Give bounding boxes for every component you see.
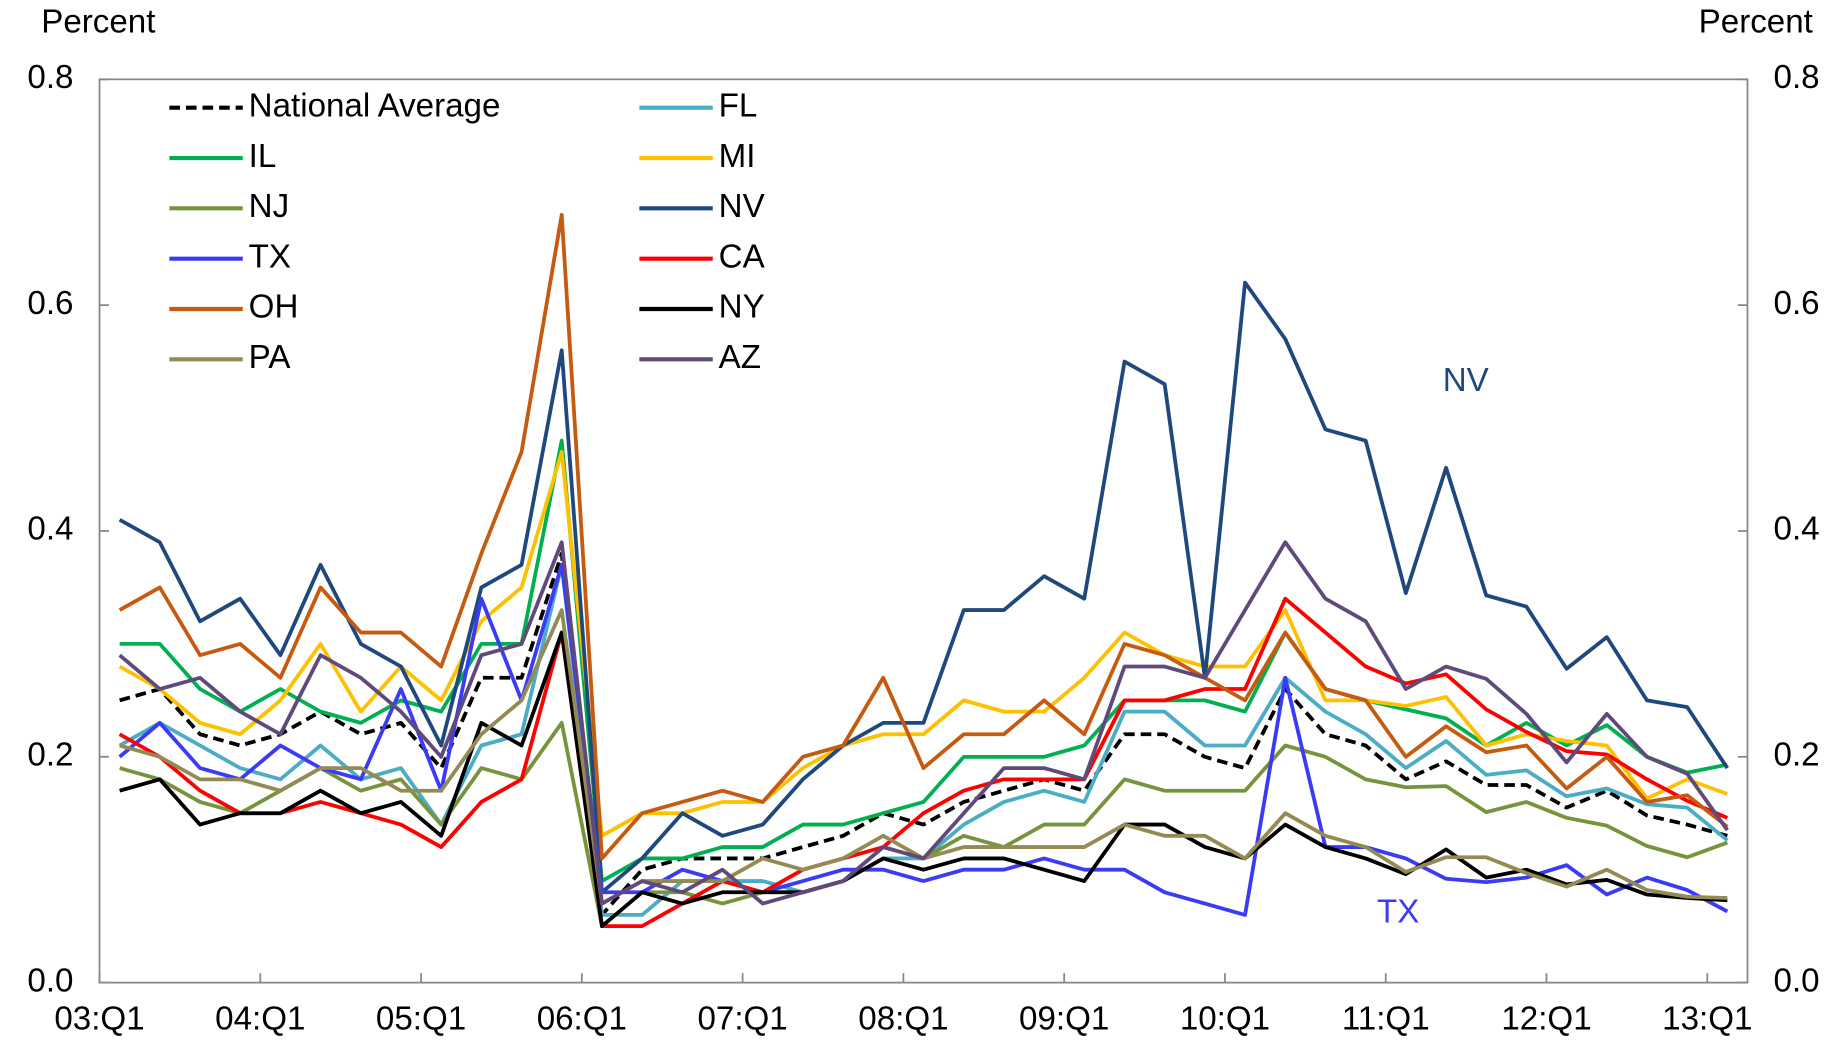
x-tick-label: 03:Q1 (54, 1000, 144, 1037)
y-tick-label: 0.2 (27, 737, 73, 774)
y2-tick-label: 0.6 (1774, 285, 1820, 322)
x-tick-label: 08:Q1 (858, 1000, 948, 1037)
x-tick-label: 05:Q1 (376, 1000, 466, 1037)
y2-axis-label: Percent (1699, 3, 1813, 40)
series-line (118, 562, 1729, 917)
y2-tick-label: 0.8 (1774, 59, 1820, 96)
y2-tick-label: 0.4 (1774, 511, 1820, 548)
y2-tick-label: 0.2 (1774, 737, 1820, 774)
legend-label: AZ (719, 339, 761, 376)
y-axis-label: Percent (41, 3, 155, 40)
legend-label: National Average (249, 87, 501, 124)
annotation: TX (1377, 894, 1419, 931)
legend-label: NY (719, 289, 765, 326)
x-tick-label: 06:Q1 (537, 1000, 627, 1037)
series-line (118, 449, 1729, 838)
y-tick-label: 0.0 (27, 962, 73, 999)
legend-label: MI (719, 138, 756, 175)
y-tick-label: 0.4 (27, 511, 73, 548)
legend-label: TX (249, 238, 291, 275)
x-tick-label: 07:Q1 (698, 1000, 788, 1037)
legend-label: OH (249, 289, 299, 326)
series-line (119, 438, 1728, 883)
series-line (118, 596, 1729, 929)
legend-label: PA (249, 339, 292, 376)
legend-label: CA (719, 238, 766, 275)
y-tick-label: 0.6 (27, 285, 73, 322)
legend-label: FL (719, 87, 758, 124)
series-line (118, 280, 1729, 895)
x-tick-label: 04:Q1 (215, 1000, 305, 1037)
x-tick-label: 10:Q1 (1180, 1000, 1270, 1037)
legend-label: NJ (249, 188, 289, 225)
x-tick-label: 11:Q1 (1342, 1000, 1430, 1037)
series-line (118, 562, 1729, 917)
y-tick-label: 0.8 (27, 59, 73, 96)
plot-frame (98, 78, 1749, 984)
annotation: NV (1443, 362, 1489, 399)
series-line (118, 212, 1729, 861)
legend-label: NV (719, 188, 765, 225)
series-line (119, 551, 1728, 917)
x-tick-label: 12:Q1 (1501, 1000, 1591, 1037)
x-tick-label: 09:Q1 (1019, 1000, 1109, 1037)
x-tick-label: 13:Q1 (1662, 1000, 1752, 1037)
series-line (118, 540, 1729, 906)
y2-tick-label: 0.0 (1774, 962, 1820, 999)
legend-label: IL (249, 138, 277, 175)
